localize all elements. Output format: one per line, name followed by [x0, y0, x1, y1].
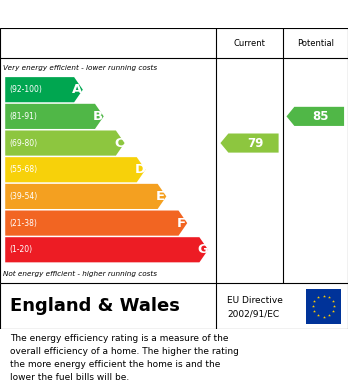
Polygon shape — [5, 237, 208, 262]
Text: 2002/91/EC: 2002/91/EC — [227, 310, 279, 319]
Text: The energy efficiency rating is a measure of the
overall efficiency of a home. T: The energy efficiency rating is a measur… — [10, 334, 239, 382]
Text: C: C — [114, 136, 124, 149]
Text: D: D — [134, 163, 145, 176]
Polygon shape — [5, 77, 83, 102]
Text: Current: Current — [234, 38, 266, 47]
Text: England & Wales: England & Wales — [10, 297, 180, 315]
Text: EU Directive: EU Directive — [227, 296, 283, 305]
Text: Potential: Potential — [297, 38, 334, 47]
Text: B: B — [93, 110, 103, 123]
Text: (21-38): (21-38) — [9, 219, 37, 228]
Text: E: E — [156, 190, 165, 203]
Text: Not energy efficient - higher running costs: Not energy efficient - higher running co… — [3, 271, 158, 276]
Bar — [306, 289, 341, 323]
Text: Energy Efficiency Rating: Energy Efficiency Rating — [63, 7, 285, 22]
Text: (1-20): (1-20) — [9, 245, 32, 254]
Polygon shape — [5, 104, 104, 129]
Text: F: F — [177, 217, 186, 230]
Text: (39-54): (39-54) — [9, 192, 38, 201]
Text: 79: 79 — [247, 136, 263, 149]
Text: Very energy efficient - lower running costs: Very energy efficient - lower running co… — [3, 65, 158, 71]
Polygon shape — [286, 107, 344, 126]
Polygon shape — [220, 133, 279, 152]
Polygon shape — [5, 184, 166, 209]
Text: (92-100): (92-100) — [9, 85, 42, 94]
Text: G: G — [197, 243, 208, 256]
Text: 85: 85 — [313, 110, 329, 123]
Polygon shape — [5, 157, 145, 182]
Text: (69-80): (69-80) — [9, 138, 38, 147]
Text: (55-68): (55-68) — [9, 165, 38, 174]
Text: A: A — [72, 83, 82, 96]
Polygon shape — [5, 210, 187, 236]
Text: (81-91): (81-91) — [9, 112, 37, 121]
Polygon shape — [5, 131, 125, 156]
